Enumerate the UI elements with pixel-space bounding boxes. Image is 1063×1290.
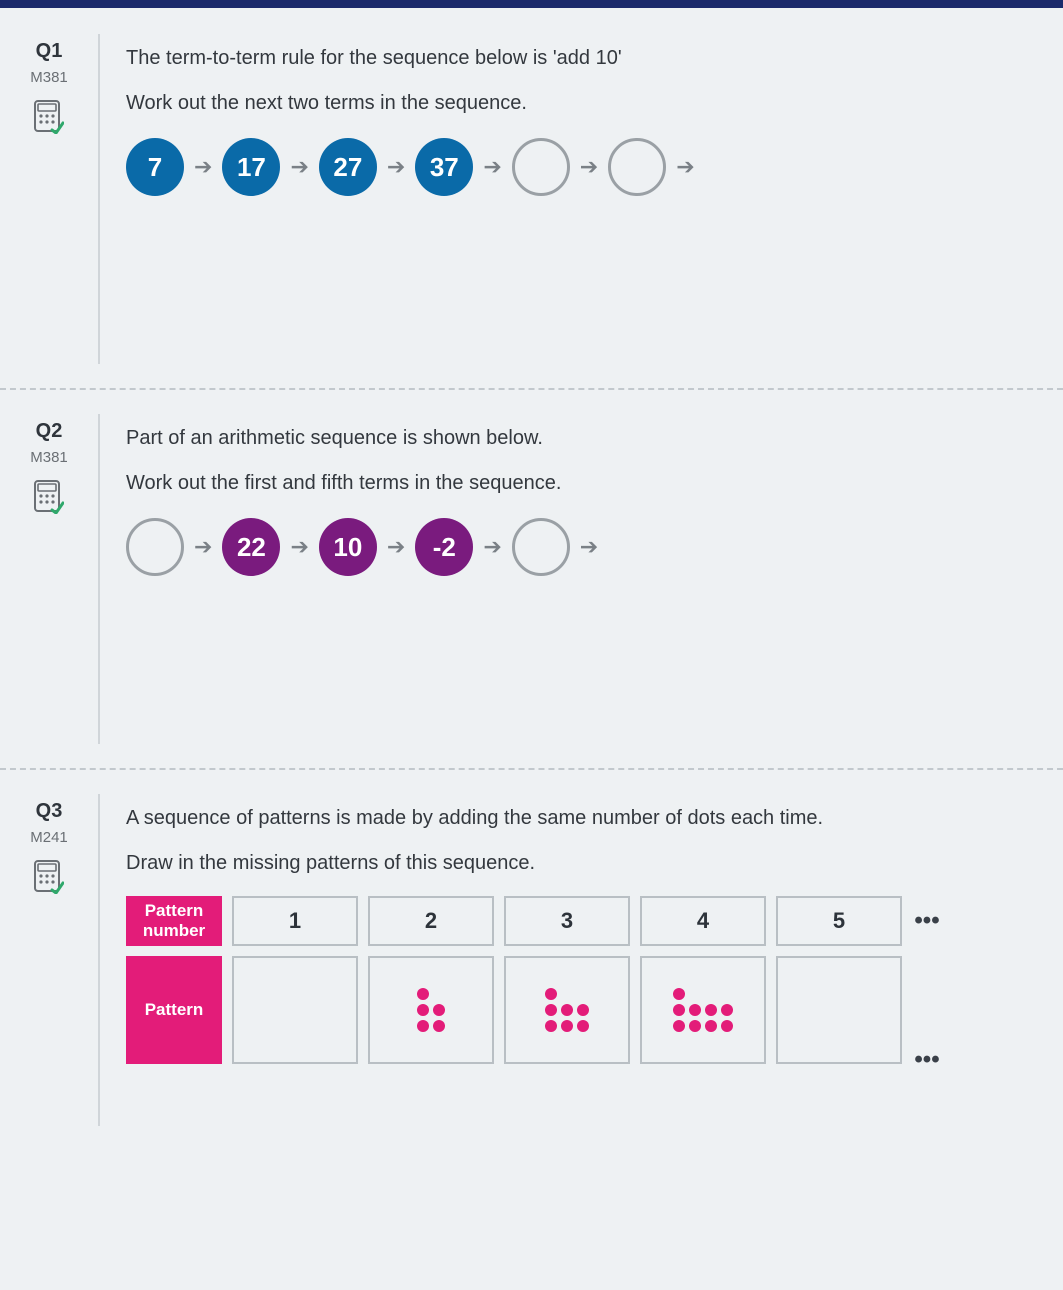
arrow-right-icon: ➔ [674, 154, 696, 180]
question-text-line: A sequence of patterns is made by adding… [126, 804, 1041, 833]
question-code: M241 [0, 829, 98, 846]
arrow-right-icon: ➔ [192, 154, 214, 180]
sequence-term: 27 [319, 138, 377, 196]
sequence-term[interactable] [126, 518, 184, 576]
table-column: 4 [640, 896, 766, 1114]
question-text-line: Part of an arithmetic sequence is shown … [126, 424, 1041, 453]
sequence-term: -2 [415, 518, 473, 576]
arrow-right-icon: ➔ [192, 534, 214, 560]
arrow-right-icon: ➔ [288, 154, 310, 180]
dot-icon [417, 1020, 429, 1032]
row-header: Pattern [126, 956, 222, 1064]
table-column: 5 [776, 896, 902, 1114]
calculator-check-icon[interactable] [32, 480, 66, 514]
question-text-line: Work out the next two terms in the seque… [126, 89, 1041, 118]
question-text-line: Draw in the missing patterns of this seq… [126, 849, 1041, 878]
dot-pattern [417, 988, 445, 1032]
ellipsis-icon: ••• [914, 1006, 939, 1114]
dot-icon [433, 1004, 445, 1016]
dot-icon [577, 1004, 589, 1016]
sequence: ➔ 22 ➔ 10 ➔ -2 ➔ ➔ [126, 518, 1041, 576]
table-header-col: Pattern number Pattern [126, 896, 222, 1114]
calculator-check-icon[interactable] [32, 100, 66, 134]
question-number: Q2 [0, 420, 98, 443]
sequence-term: 22 [222, 518, 280, 576]
question-body: Part of an arithmetic sequence is shown … [100, 414, 1053, 744]
pattern-cell [368, 956, 494, 1064]
dot-icon [433, 1020, 445, 1032]
dot-icon [705, 1020, 717, 1032]
dot-icon [417, 1004, 429, 1016]
question-sidebar: Q3 M241 [0, 794, 100, 1126]
dot-icon [673, 1020, 685, 1032]
table-column: 2 [368, 896, 494, 1114]
row-header: Pattern number [126, 896, 222, 946]
question-sidebar: Q1 M381 [0, 34, 100, 364]
pattern-cell [640, 956, 766, 1064]
pattern-number-cell: 1 [232, 896, 358, 946]
dot-icon [577, 1020, 589, 1032]
dot-icon [417, 988, 429, 1000]
sequence-term[interactable] [512, 138, 570, 196]
top-bar [0, 0, 1063, 8]
sequence-term[interactable] [608, 138, 666, 196]
arrow-right-icon: ➔ [578, 534, 600, 560]
dot-icon [721, 1020, 733, 1032]
table-column: 3 [504, 896, 630, 1114]
dot-icon [705, 1004, 717, 1016]
pattern-number-cell: 3 [504, 896, 630, 946]
dot-icon [721, 1004, 733, 1016]
dot-icon [673, 1004, 685, 1016]
worksheet-page: Q1 M381 The term-to-term rule for the sequ… [0, 0, 1063, 1290]
arrow-right-icon: ➔ [481, 534, 503, 560]
question-body: A sequence of patterns is made by adding… [100, 794, 1053, 1126]
question-q1: Q1 M381 The term-to-term rule for the sequ… [0, 10, 1063, 390]
table-ellipsis: ••• ••• [912, 896, 942, 1114]
calculator-check-icon[interactable] [32, 860, 66, 894]
question-sidebar: Q2 M381 [0, 414, 100, 744]
arrow-right-icon: ➔ [385, 534, 407, 560]
dot-icon [689, 1020, 701, 1032]
pattern-number-cell: 5 [776, 896, 902, 946]
dot-pattern [545, 988, 589, 1032]
question-text-line: The term-to-term rule for the sequence b… [126, 44, 1041, 73]
question-q3: Q3 M241 A sequence of patterns is made by … [0, 770, 1063, 1150]
sequence-term: 10 [319, 518, 377, 576]
dot-icon [561, 1020, 573, 1032]
dot-pattern [673, 988, 733, 1032]
pattern-table: Pattern number Pattern12345 ••• ••• [126, 896, 1041, 1114]
dot-icon [545, 1020, 557, 1032]
question-code: M381 [0, 449, 98, 466]
sequence-term: 7 [126, 138, 184, 196]
question-body: The term-to-term rule for the sequence b… [100, 34, 1053, 364]
dot-icon [545, 988, 557, 1000]
dot-icon [689, 1004, 701, 1016]
arrow-right-icon: ➔ [288, 534, 310, 560]
arrow-right-icon: ➔ [481, 154, 503, 180]
pattern-cell[interactable] [776, 956, 902, 1064]
pattern-cell[interactable] [232, 956, 358, 1064]
pattern-cell [504, 956, 630, 1064]
sequence-term: 17 [222, 138, 280, 196]
ellipsis-icon: ••• [914, 896, 939, 946]
table-column: 1 [232, 896, 358, 1114]
arrow-right-icon: ➔ [578, 154, 600, 180]
sequence-term: 37 [415, 138, 473, 196]
question-code: M381 [0, 69, 98, 86]
question-q2: Q2 M381 Part of an arithmetic sequence is … [0, 390, 1063, 770]
pattern-number-cell: 2 [368, 896, 494, 946]
question-number: Q3 [0, 800, 98, 823]
question-text-line: Work out the first and fifth terms in th… [126, 469, 1041, 498]
pattern-number-cell: 4 [640, 896, 766, 946]
dot-icon [673, 988, 685, 1000]
question-number: Q1 [0, 40, 98, 63]
sequence-term[interactable] [512, 518, 570, 576]
dot-icon [545, 1004, 557, 1016]
sequence: 7 ➔ 17 ➔ 27 ➔ 37 ➔ ➔ ➔ [126, 138, 1041, 196]
dot-icon [561, 1004, 573, 1016]
arrow-right-icon: ➔ [385, 154, 407, 180]
